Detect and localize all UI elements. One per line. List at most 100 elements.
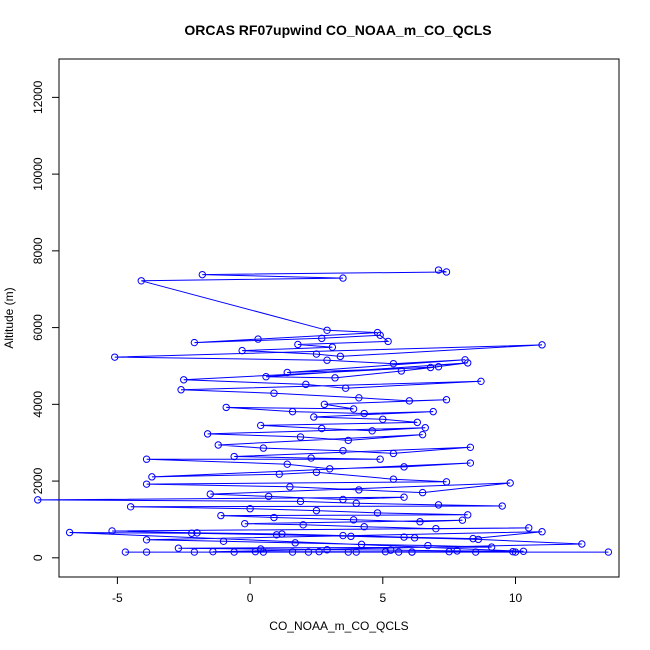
data-point xyxy=(445,547,453,556)
data-point xyxy=(312,350,321,358)
data-point xyxy=(259,548,268,556)
data-point xyxy=(389,475,398,483)
data-point xyxy=(408,548,416,556)
data-point xyxy=(400,463,408,471)
data-point xyxy=(230,452,238,461)
data-point xyxy=(349,516,358,524)
data-point xyxy=(429,407,437,416)
data-point xyxy=(418,430,427,439)
data-point xyxy=(222,403,230,412)
data-point xyxy=(347,532,355,541)
data-point xyxy=(121,548,130,556)
data-point xyxy=(434,266,443,274)
x-axis: -5 0 5 10 xyxy=(112,576,523,605)
data-point xyxy=(254,335,262,343)
data-point xyxy=(357,540,366,549)
data-point xyxy=(259,444,268,452)
data-point xyxy=(34,496,42,504)
y-tick-label: 12000 xyxy=(31,80,45,114)
data-point xyxy=(466,443,475,452)
data-point xyxy=(188,529,196,537)
data-point xyxy=(111,353,119,361)
data-point xyxy=(142,480,151,488)
data-point xyxy=(336,352,345,361)
data-point xyxy=(323,546,331,554)
data-point xyxy=(323,326,331,334)
x-tick-label: 0 xyxy=(247,591,254,605)
data-point xyxy=(477,377,485,386)
data-point xyxy=(296,497,305,506)
data-point xyxy=(310,413,318,421)
data-point xyxy=(126,503,135,511)
data-point xyxy=(538,341,546,349)
data-point xyxy=(307,454,315,462)
data-point xyxy=(538,528,546,536)
data-point xyxy=(193,529,201,537)
data-point xyxy=(341,384,350,392)
data-point xyxy=(291,539,299,547)
data-point xyxy=(405,397,414,405)
data-point xyxy=(352,499,360,508)
data-point xyxy=(264,492,273,501)
data-point xyxy=(339,447,347,455)
data-point xyxy=(466,459,475,467)
data-point xyxy=(421,424,429,432)
series-points xyxy=(34,266,613,556)
data-point xyxy=(487,543,496,551)
chart-title: ORCAS RF07upwind CO_NOAA_m_CO_QCLS xyxy=(184,22,491,38)
data-point xyxy=(509,547,517,556)
data-point xyxy=(578,540,586,548)
y-tick-label: 0 xyxy=(31,554,45,561)
data-point xyxy=(180,376,188,384)
data-point xyxy=(355,394,363,402)
data-point xyxy=(206,490,214,498)
data-point xyxy=(217,511,225,520)
data-point xyxy=(174,544,183,552)
data-point xyxy=(318,334,326,343)
data-point xyxy=(270,513,278,522)
data-point xyxy=(506,479,514,487)
data-point xyxy=(344,548,352,556)
data-point xyxy=(299,521,307,529)
data-point xyxy=(320,400,329,409)
data-point xyxy=(326,465,334,473)
data-point xyxy=(413,418,421,427)
y-tick-label: 8000 xyxy=(31,237,45,264)
data-point xyxy=(283,460,291,468)
data-point xyxy=(137,277,145,285)
data-point xyxy=(400,533,408,541)
data-point xyxy=(328,343,337,351)
data-point xyxy=(379,415,387,423)
data-point xyxy=(190,548,199,556)
y-tick-label: 2000 xyxy=(31,467,45,494)
data-point xyxy=(418,488,427,497)
data-point xyxy=(389,449,398,458)
data-point xyxy=(270,389,278,397)
data-point xyxy=(442,268,451,276)
data-point xyxy=(241,519,249,528)
data-point xyxy=(198,270,207,279)
y-tick-label: 6000 xyxy=(31,314,45,341)
data-point xyxy=(474,535,483,544)
series-line xyxy=(37,269,609,553)
data-point xyxy=(397,367,406,375)
data-point xyxy=(262,373,270,381)
data-point xyxy=(416,518,424,526)
data-point xyxy=(453,547,461,555)
y-axis: 0 2000 4000 6000 8000 10000 12000 xyxy=(31,80,60,561)
data-point xyxy=(339,531,347,540)
data-point xyxy=(339,274,347,282)
x-tick-label: 10 xyxy=(509,591,523,605)
data-point xyxy=(471,548,480,556)
data-point xyxy=(376,455,384,463)
data-point xyxy=(344,436,352,445)
data-point xyxy=(315,547,323,556)
data-point xyxy=(294,340,302,349)
data-point xyxy=(257,421,265,430)
data-point xyxy=(395,548,403,556)
data-point xyxy=(400,493,408,501)
data-point xyxy=(442,396,451,404)
data-point xyxy=(432,524,440,533)
data-point xyxy=(214,441,222,449)
data-point xyxy=(458,516,467,524)
